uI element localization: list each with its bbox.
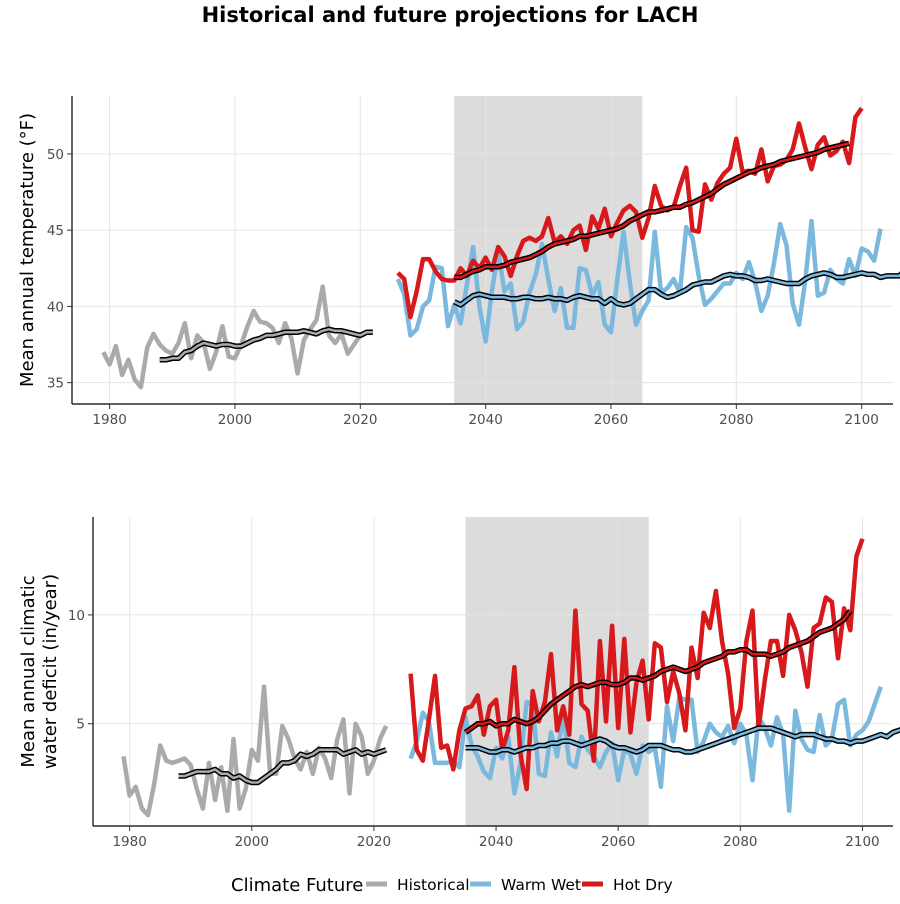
y-tick-label: 40 — [47, 299, 64, 315]
x-tick-label: 2100 — [844, 412, 878, 428]
y-tick-label: 50 — [47, 147, 64, 163]
y-tick-label: 35 — [47, 376, 64, 392]
legend-item-historical: Historical — [366, 876, 470, 894]
y-tick-label: 5 — [76, 717, 85, 733]
y-tick-label: 10 — [68, 608, 85, 624]
x-tick-label: 2060 — [594, 412, 628, 428]
y-axis-label: Mean annual climaticwater deficit (in/ye… — [18, 574, 61, 769]
x-tick-label: 1980 — [92, 412, 126, 428]
legend-label: Hot Dry — [613, 876, 673, 894]
y-tick-label: 45 — [47, 223, 64, 239]
legend-title: Climate Future — [231, 875, 363, 896]
legend-label: Warm Wet — [501, 876, 581, 894]
x-tick-label: 2020 — [343, 412, 377, 428]
x-tick-label: 2040 — [479, 834, 513, 850]
x-tick-label: 2000 — [218, 412, 252, 428]
legend-item-hot-dry: Hot Dry — [582, 876, 673, 894]
legend-label: Historical — [397, 876, 470, 894]
y-axis-label: Mean annual temperature (°F) — [17, 113, 38, 387]
x-tick-label: 2000 — [235, 834, 269, 850]
water-deficit-panel: 1980 2000 2020 2040 2060 2080 2100 5 10 Mean annu… — [18, 517, 900, 850]
x-tick-label: 2080 — [723, 834, 757, 850]
x-tick-label: 2080 — [719, 412, 753, 428]
x-tick-label: 2100 — [845, 834, 879, 850]
x-tick-label: 2060 — [601, 834, 635, 850]
figure-title: Historical and future projections for LA… — [202, 3, 699, 27]
x-tick-label: 2020 — [357, 834, 391, 850]
x-tick-label: 2040 — [468, 412, 502, 428]
legend: Climate Future Historical Warm Wet Hot Dry — [231, 875, 673, 896]
legend-items: Historical Warm Wet Hot Dry — [366, 876, 673, 894]
legend-item-warm-wet: Warm Wet — [470, 876, 581, 894]
temperature-panel: 1980 2000 2020 2040 2060 2080 2100 35 40 45 50 Mean… — [17, 96, 900, 428]
x-tick-label: 1980 — [112, 834, 146, 850]
